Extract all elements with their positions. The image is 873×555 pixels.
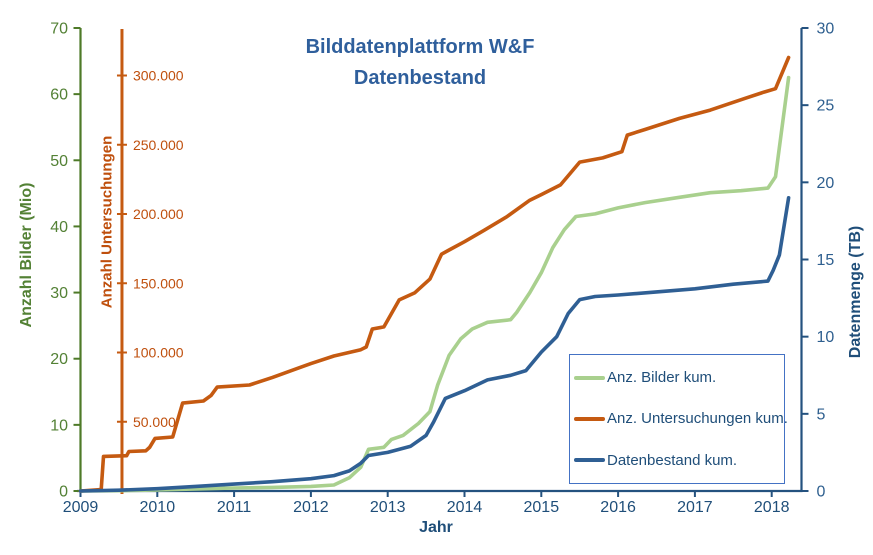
y-axis-tb-tick-label: 10 [817,329,835,346]
x-axis-tick-label: 2011 [217,499,252,516]
x-axis-title: Jahr [419,519,453,536]
legend-line-swatch-datenbestand [574,458,605,463]
x-axis-tick-label: 2012 [293,499,329,516]
y-axis-tb-tick-label: 25 [817,98,835,115]
y-axis-images-tick-label: 10 [50,417,68,434]
y-axis-exams-tick-label: 200.000 [133,206,184,222]
y-axis-images-tick-label: 30 [50,285,68,302]
y-axis-images-tick-label: 40 [50,219,68,236]
y-axis-images-tick-label: 70 [50,21,68,38]
y-axis-images-tick-label: 50 [50,153,68,170]
series-line-1 [78,55,791,493]
legend-item-untersuchungen: Anz. Untersuchungen kum. [574,411,788,426]
x-axis-tick-label: 2016 [600,499,636,516]
y-axis-images-tick-label: 60 [50,87,68,104]
x-axis-tick-label: 2014 [447,499,483,516]
y-axis-tb-tick-label: 5 [817,406,826,423]
legend-line-swatch-bilder [574,375,605,380]
legend-item-datenbestand: Datenbestand kum. [574,453,784,468]
x-axis-tick-label: 2010 [140,499,176,516]
legend-label: Anz. Untersuchungen kum. [607,410,788,428]
x-axis-tick-label: 2009 [63,499,99,516]
y-axis-tb-tick-label: 0 [817,484,826,501]
y-axis-images-tick-label: 20 [50,351,68,368]
y-axis-title-exams: Anzahl Untersuchungen [98,135,116,309]
y-axis-tb-tick-label: 15 [817,252,835,269]
y-axis-exams-tick-label: 150.000 [133,275,184,291]
legend: Anz. Bilder kum. Anz. Untersuchungen kum… [569,354,788,484]
y-axis-exams-tick-label: 300.000 [133,68,184,84]
y-axis-exams-tick-label: 100.000 [133,345,184,361]
x-axis-tick-label: 2018 [754,499,790,516]
x-axis-tick-label: 2013 [370,499,406,516]
chart-title-line1: Bilddatenplattform W&F [305,36,535,58]
legend-item-bilder: Anz. Bilder kum. [574,370,784,385]
chart-title-line2: Datenbestand [353,67,487,89]
x-axis-tick-label: 2015 [524,499,560,516]
series-line-0 [78,75,791,493]
y-axis-tb-tick-label: 30 [817,21,835,38]
y-axis-title-images: Anzahl Bilder (Mio) [18,182,35,328]
chart-title: Bilddatenplattform W&F Datenbestand [220,32,620,94]
y-axis-title-tb: Datenmenge (TB) [847,225,864,359]
x-axis-tick-label: 2017 [677,499,713,516]
y-axis-exams-tick-label: 250.000 [133,137,184,153]
legend-label: Datenbestand kum. [607,451,738,469]
y-axis-tb-tick-label: 20 [817,175,835,192]
legend-label: Anz. Bilder kum. [607,369,717,387]
legend-line-swatch-untersuchungen [574,416,605,421]
y-axis-exams-tick-label: 50.000 [133,414,176,430]
series-line-2 [78,196,791,493]
y-axis-images-tick-label: 0 [59,484,68,501]
